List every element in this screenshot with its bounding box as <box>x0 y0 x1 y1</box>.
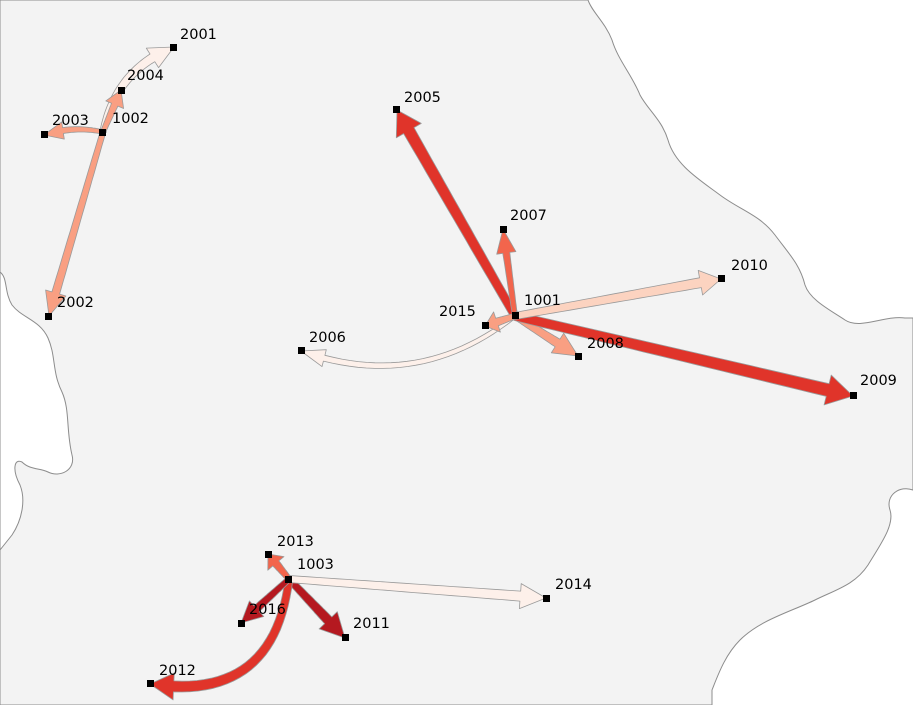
hub-node-1001[interactable] <box>512 312 519 319</box>
flow-arrows <box>43 46 854 701</box>
destination-node-2014[interactable] <box>543 595 550 602</box>
flow-arrow-1003-to-2012[interactable] <box>149 578 294 701</box>
flow-arrow-1002-to-2003[interactable] <box>43 121 104 140</box>
destination-label-2001: 2001 <box>180 27 217 43</box>
flow-arrow-1003-to-2016[interactable] <box>240 576 292 624</box>
flow-arrow-1003-to-2011[interactable] <box>286 576 346 639</box>
hub-label-1001: 1001 <box>524 293 561 309</box>
destination-node-2016[interactable] <box>238 620 245 627</box>
destination-label-2004: 2004 <box>127 68 164 84</box>
destination-label-2012: 2012 <box>159 663 196 679</box>
destination-node-2008[interactable] <box>575 353 582 360</box>
node-labels: 1001 1002 1003 2001 2002 2003 2004 2005 … <box>52 27 897 679</box>
flow-arrow-1001-to-2006[interactable] <box>300 314 517 369</box>
hub-node-1003[interactable] <box>285 576 292 583</box>
destination-node-2011[interactable] <box>342 634 349 641</box>
destination-node-2015[interactable] <box>482 322 489 329</box>
flow-arrow-1001-to-2010[interactable] <box>514 270 722 320</box>
destination-label-2003: 2003 <box>52 113 89 129</box>
flow-arrow-1002-to-2002[interactable] <box>45 130 107 317</box>
flow-arrow-1001-to-2015[interactable] <box>484 311 517 333</box>
destination-node-2007[interactable] <box>500 226 507 233</box>
destination-label-2005: 2005 <box>404 90 441 106</box>
destination-node-2001[interactable] <box>170 44 177 51</box>
destination-node-2006[interactable] <box>298 347 305 354</box>
destination-label-2009: 2009 <box>860 373 897 389</box>
flow-arrow-1001-to-2009[interactable] <box>513 311 854 406</box>
flow-arrow-1001-to-2005[interactable] <box>395 109 519 319</box>
destination-node-2013[interactable] <box>265 551 272 558</box>
flow-arrow-1003-to-2013[interactable] <box>267 553 292 582</box>
destination-label-2011: 2011 <box>353 616 390 632</box>
destination-label-2016: 2016 <box>249 602 286 618</box>
destination-label-2010: 2010 <box>731 258 768 274</box>
left-border-region <box>0 271 74 551</box>
destination-node-2010[interactable] <box>718 275 725 282</box>
destination-node-2004[interactable] <box>118 87 125 94</box>
flow-arrow-1002-to-2004[interactable] <box>100 89 124 134</box>
hub-label-1003: 1003 <box>297 557 334 573</box>
destination-label-2014: 2014 <box>555 577 592 593</box>
destination-label-2002: 2002 <box>57 295 94 311</box>
destination-node-2012[interactable] <box>147 680 154 687</box>
destination-label-2008: 2008 <box>587 336 624 352</box>
destination-node-2002[interactable] <box>45 313 52 320</box>
destination-node-2009[interactable] <box>850 392 857 399</box>
hub-node-1002[interactable] <box>99 129 106 136</box>
flow-arrow-1003-to-2014[interactable] <box>288 575 547 609</box>
destination-label-2006: 2006 <box>309 330 346 346</box>
hub-label-1002: 1002 <box>112 111 149 127</box>
destination-node-2005[interactable] <box>393 106 400 113</box>
destination-label-2015: 2015 <box>439 304 476 320</box>
destination-node-2003[interactable] <box>41 131 48 138</box>
nodes <box>41 44 857 687</box>
flow-arrow-1001-to-2007[interactable] <box>496 228 518 317</box>
destination-label-2013: 2013 <box>277 534 314 550</box>
destination-label-2007: 2007 <box>510 208 547 224</box>
